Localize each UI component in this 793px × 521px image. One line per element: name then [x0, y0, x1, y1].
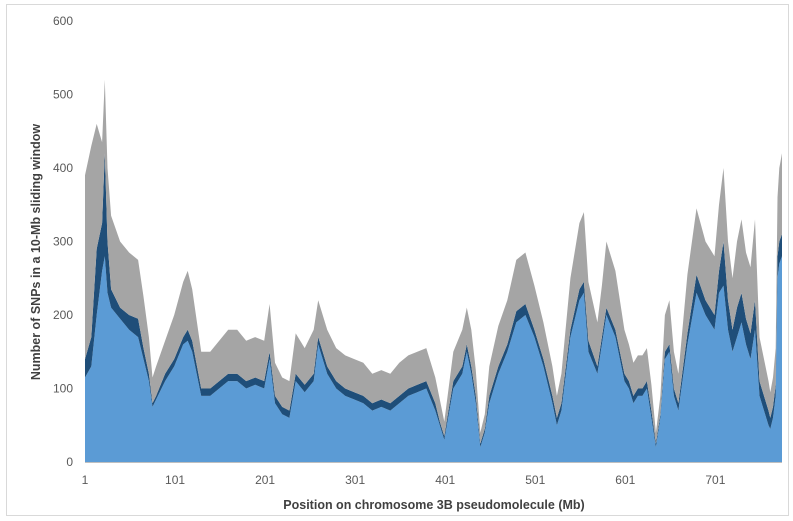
x-tick-label: 601 — [615, 473, 635, 487]
y-axis-ticks: 0 100 200 300 400 500 600 — [53, 14, 73, 469]
x-axis-title: Position on chromosome 3B pseudomolecule… — [283, 498, 584, 512]
x-tick-label: 201 — [255, 473, 275, 487]
stacked-areas — [85, 79, 782, 462]
x-tick-label: 401 — [435, 473, 455, 487]
y-tick-label: 600 — [53, 14, 73, 28]
y-axis-title: Number of SNPs in a 10-Mb sliding window — [29, 124, 43, 381]
x-tick-label: 101 — [165, 473, 185, 487]
y-tick-label: 200 — [53, 308, 73, 322]
y-tick-label: 100 — [53, 382, 73, 396]
y-tick-label: 400 — [53, 161, 73, 175]
y-tick-label: 0 — [66, 455, 73, 469]
x-tick-label: 701 — [705, 473, 725, 487]
x-tick-label: 501 — [525, 473, 545, 487]
area-bottom-layer — [85, 256, 782, 462]
y-tick-label: 500 — [53, 88, 73, 102]
x-tick-label: 301 — [345, 473, 365, 487]
x-axis-ticks: 1 101 201 301 401 501 601 701 — [82, 473, 726, 487]
area-top-layer — [85, 79, 782, 444]
x-tick-label: 1 — [82, 473, 89, 487]
y-tick-label: 300 — [53, 235, 73, 249]
